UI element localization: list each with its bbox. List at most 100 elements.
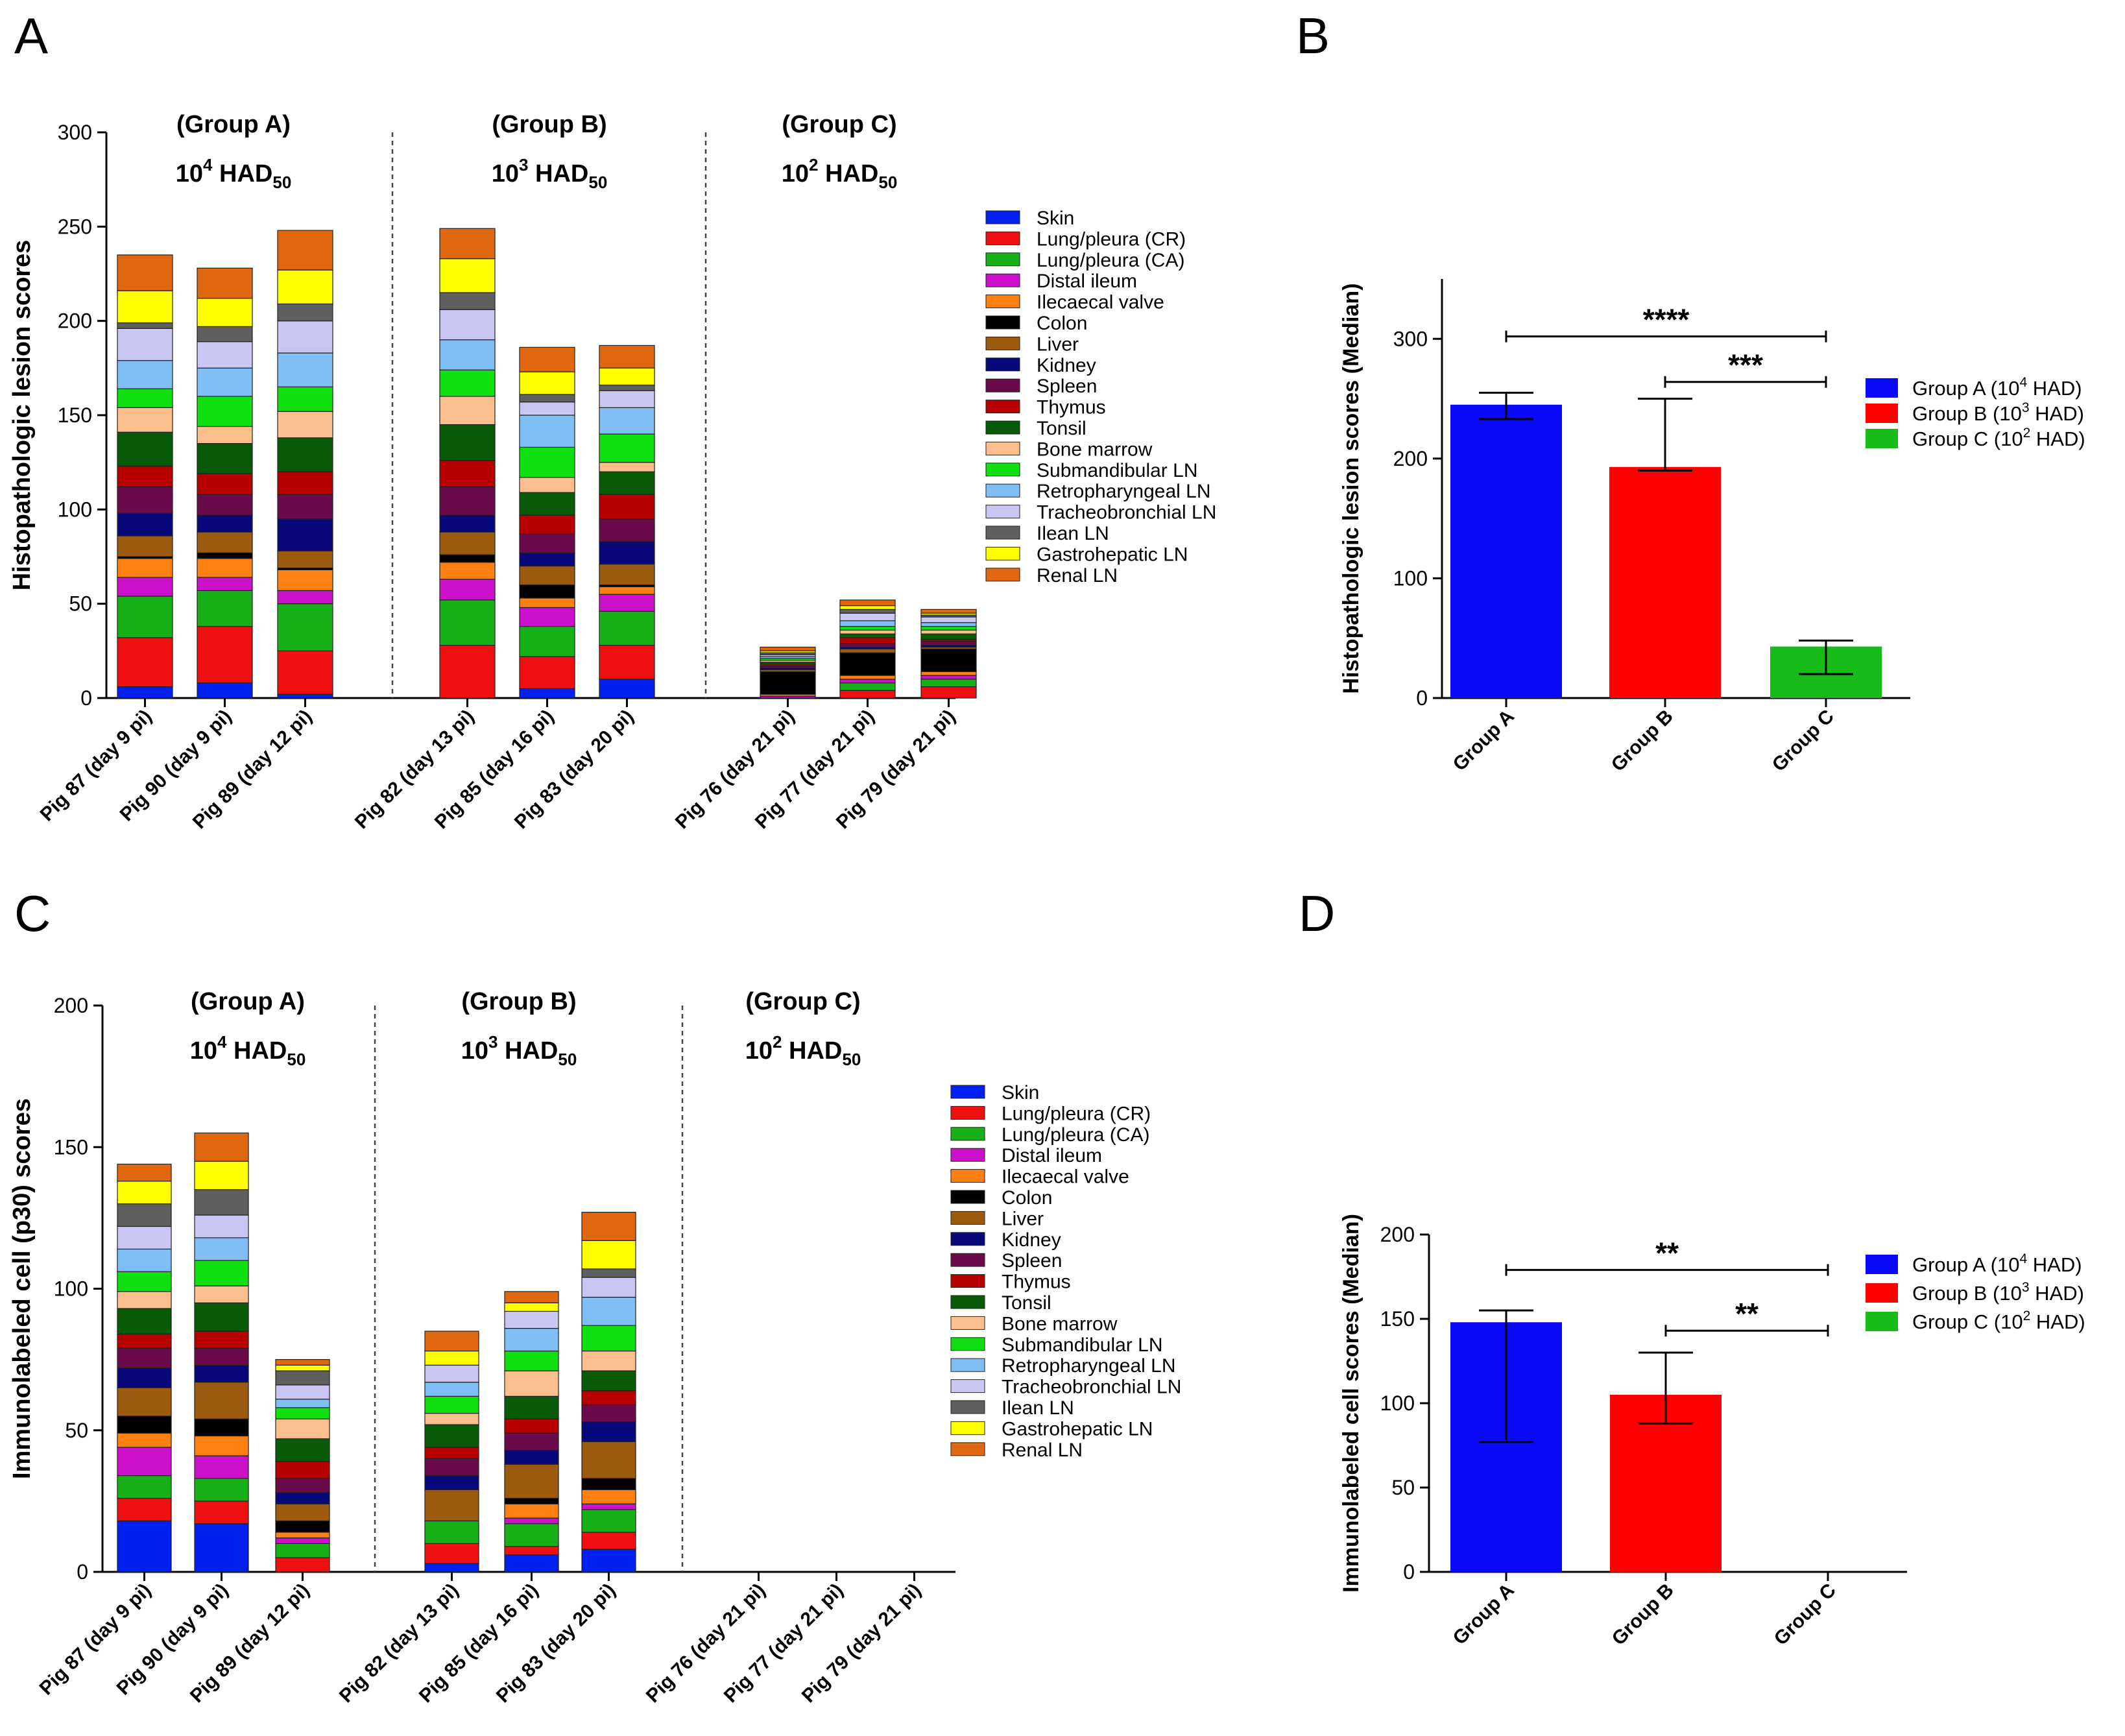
legend-swatch [950, 1295, 985, 1309]
y-tick-label: 300 [58, 121, 92, 144]
bar-segment [117, 1248, 172, 1272]
bar-segment [275, 1532, 330, 1539]
bar-segment [581, 1509, 636, 1533]
legend-label: Group A (104 HAD) [1912, 375, 2082, 400]
y-axis-title: Immunolabeled cell scores (Median) [1339, 1214, 1363, 1593]
legend-swatch [985, 441, 1020, 455]
group-header-name: (Group A) [176, 111, 291, 138]
bar-segment [275, 1438, 330, 1462]
bar-segment [424, 1381, 479, 1397]
bar-segment [920, 609, 977, 614]
bar-segment [504, 1432, 559, 1451]
group-header-dose: 104 HAD50 [190, 1032, 306, 1069]
bar-segment [277, 269, 333, 305]
bar-segment [424, 1475, 479, 1491]
bar-segment [117, 290, 173, 324]
bar-segment [424, 1489, 479, 1522]
bar-segment [599, 518, 655, 542]
bar-segment [117, 322, 173, 329]
legend-label: Retropharyngeal LN [1002, 1355, 1176, 1377]
bar-segment [117, 1291, 172, 1309]
bar-segment [504, 1523, 559, 1547]
y-tick-label: 50 [69, 592, 92, 616]
bar-segment [424, 1447, 479, 1459]
bar-segment [760, 646, 816, 651]
bar-segment [599, 384, 655, 391]
x-tick-label: Group B [1607, 706, 1677, 776]
legend-label: Ilean LN [1002, 1397, 1074, 1419]
bar-segment [197, 682, 253, 699]
legend-label: Distal ileum [1002, 1145, 1102, 1166]
bar-segment [519, 552, 575, 567]
bar-segment [424, 1520, 479, 1544]
bar-segment [439, 554, 496, 563]
bar-segment [424, 1563, 479, 1573]
bar-segment [197, 267, 253, 299]
bar-segment [277, 411, 333, 439]
bar-segment [439, 369, 496, 397]
bar-segment [117, 1225, 172, 1249]
bar-segment [519, 371, 575, 395]
bar-segment [197, 473, 253, 495]
bar-segment [275, 1461, 330, 1479]
bar-segment [197, 514, 253, 533]
bar-segment [581, 1296, 636, 1326]
bar-segment [519, 607, 575, 627]
panel-letter-c: C [14, 885, 51, 942]
bar-segment [275, 1503, 330, 1522]
bar-segment [194, 1381, 249, 1419]
bar-segment [504, 1517, 559, 1525]
x-tick-label: Group A [1449, 706, 1519, 775]
bar-segment [504, 1464, 559, 1499]
bar-segment [277, 518, 333, 551]
legend-label: Lung/pleura (CR) [1002, 1103, 1151, 1124]
y-tick-label: 0 [1403, 1560, 1415, 1584]
y-tick-label: 150 [58, 404, 92, 427]
bar-segment [197, 396, 253, 428]
panel-letter-a: A [14, 7, 48, 64]
bar-segment [194, 1331, 249, 1349]
bar-segment [277, 550, 333, 569]
y-tick-label: 200 [1380, 1223, 1415, 1246]
legend-label: Tracheobronchial LN [1037, 502, 1216, 524]
y-tick-label: 100 [54, 1277, 88, 1301]
group-header-name: (Group B) [492, 111, 606, 138]
bar-segment [194, 1260, 249, 1286]
legend-label: Group A (104 HAD) [1912, 1251, 2082, 1276]
bar-segment [581, 1390, 636, 1406]
legend-swatch [950, 1127, 985, 1141]
bar-segment [194, 1455, 249, 1479]
bar-segment [275, 1543, 330, 1558]
bar-segment [519, 446, 575, 478]
bar-segment [519, 492, 575, 516]
legend-swatch [950, 1169, 985, 1183]
legend-label: Submandibular LN [1037, 460, 1197, 481]
legend-swatch [950, 1211, 985, 1225]
legend-swatch [1866, 429, 1898, 448]
bar-segment [424, 1331, 479, 1352]
bar-segment [197, 590, 253, 627]
legend-swatch [985, 231, 1020, 245]
bar-segment [117, 465, 173, 488]
legend-label: Gastrohepatic LN [1037, 544, 1188, 565]
legend-label: Skin [1037, 208, 1074, 229]
legend-swatch [1866, 1312, 1898, 1331]
legend-label: Retropharyngeal LN [1037, 481, 1211, 502]
bar-segment [277, 303, 333, 322]
bar-segment [275, 1407, 330, 1419]
bar-segment [839, 690, 896, 699]
bar-segment [117, 1163, 172, 1182]
y-tick-label: 200 [58, 309, 92, 333]
bar-segment [277, 494, 333, 520]
bar-segment [197, 326, 253, 343]
bar-segment [839, 637, 896, 644]
bar-segment [424, 1412, 479, 1425]
bar-segment [275, 1478, 330, 1493]
bar-segment [275, 1537, 330, 1544]
bar-segment [197, 426, 253, 444]
bar-segment [599, 594, 655, 612]
y-tick-label: 0 [77, 1560, 88, 1584]
bar-segment [117, 1203, 172, 1227]
legend-swatch [985, 210, 1020, 224]
legend-label: Kidney [1037, 355, 1096, 376]
